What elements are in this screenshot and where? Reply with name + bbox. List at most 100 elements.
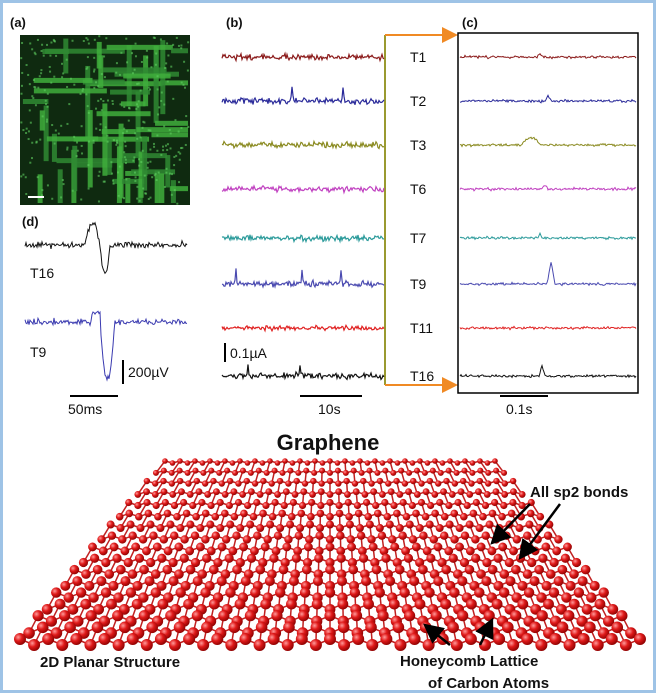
atom: [189, 502, 196, 509]
speckle: [88, 43, 90, 45]
atom: [260, 460, 266, 466]
atom: [275, 460, 281, 466]
speckle: [46, 121, 48, 123]
atom: [393, 478, 399, 484]
atom: [218, 543, 227, 552]
speckle: [53, 76, 55, 78]
atom: [457, 576, 467, 586]
speckle: [164, 186, 166, 188]
atom: [498, 543, 507, 552]
atom: [63, 592, 73, 602]
speckle: [174, 119, 176, 121]
atom: [155, 633, 167, 645]
atom: [217, 499, 224, 506]
atom: [200, 460, 206, 466]
speckle: [80, 93, 82, 95]
atom: [527, 510, 535, 518]
atom: [202, 554, 211, 563]
atom: [187, 491, 194, 498]
atom: [264, 470, 270, 476]
atom: [440, 531, 448, 539]
atom: [484, 610, 495, 621]
speckle: [149, 129, 151, 131]
atom: [216, 470, 222, 476]
atom: [261, 543, 270, 552]
atom: [288, 513, 296, 521]
electrode: [159, 174, 164, 203]
speckle: [187, 41, 189, 43]
atom: [164, 510, 172, 518]
speckle: [149, 161, 151, 163]
atom: [156, 524, 164, 532]
atom: [113, 639, 125, 651]
atom: [534, 565, 544, 575]
speckle: [29, 42, 31, 44]
speckle: [72, 40, 74, 42]
atom: [469, 470, 475, 476]
atom: [177, 468, 183, 474]
atom: [134, 491, 141, 498]
atom: [196, 524, 204, 532]
atom: [277, 478, 283, 484]
atom: [253, 499, 260, 506]
atom: [232, 531, 240, 539]
atom: [535, 639, 547, 651]
atom: [296, 633, 308, 645]
speckle: [173, 156, 175, 158]
atom: [461, 531, 469, 539]
atom: [542, 543, 551, 552]
trace: [460, 54, 636, 59]
speckle: [44, 89, 46, 91]
atom: [222, 535, 230, 543]
speckle: [118, 195, 120, 197]
atom: [418, 480, 424, 486]
atom: [326, 543, 335, 552]
atom: [494, 554, 503, 563]
atom: [143, 488, 150, 495]
speckle: [27, 74, 29, 76]
speckle: [156, 150, 158, 152]
speckle: [73, 84, 75, 86]
atom: [476, 524, 484, 532]
atom: [395, 565, 405, 575]
speckle: [29, 162, 31, 164]
atom: [367, 535, 375, 543]
atom: [436, 524, 444, 532]
electrode: [98, 55, 103, 88]
speckle: [128, 107, 130, 109]
atom: [317, 502, 324, 509]
speckle: [172, 98, 174, 100]
atom: [523, 531, 531, 539]
atom: [192, 468, 198, 474]
atom: [492, 599, 503, 610]
atom: [169, 491, 176, 498]
speckle: [105, 126, 107, 128]
speckle: [73, 136, 75, 138]
atom: [162, 499, 169, 506]
atom: [143, 499, 150, 506]
atom: [225, 639, 237, 651]
speckle: [54, 40, 56, 42]
atom: [549, 587, 559, 597]
atom: [14, 633, 26, 645]
atom: [254, 639, 266, 651]
atom: [176, 524, 184, 532]
atom: [289, 576, 299, 586]
speckle: [110, 161, 112, 163]
atom: [213, 488, 220, 495]
atom: [485, 480, 491, 486]
speckle: [136, 103, 138, 105]
atom: [283, 622, 295, 634]
speckle: [156, 179, 158, 181]
atom: [112, 554, 121, 563]
atom: [266, 521, 274, 529]
atom: [207, 458, 213, 464]
speckle: [116, 142, 118, 144]
atom: [304, 543, 313, 552]
atom: [310, 478, 316, 484]
atom: [55, 599, 66, 610]
speckle: [40, 69, 42, 71]
atom: [180, 554, 189, 563]
atom: [236, 524, 244, 532]
speckle: [101, 73, 103, 75]
